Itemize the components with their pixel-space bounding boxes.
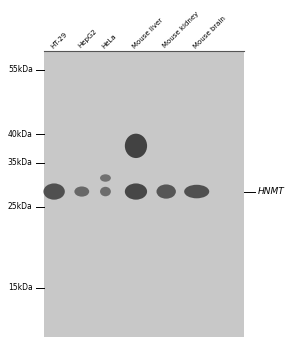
Text: HeLa: HeLa xyxy=(101,33,118,49)
Ellipse shape xyxy=(125,183,147,199)
Bar xyxy=(44,51,244,337)
Text: Mouse liver: Mouse liver xyxy=(132,17,164,49)
Ellipse shape xyxy=(100,187,111,196)
Text: HT-29: HT-29 xyxy=(50,31,68,49)
Ellipse shape xyxy=(156,184,176,199)
Text: HepG2: HepG2 xyxy=(78,28,99,49)
Ellipse shape xyxy=(74,187,89,197)
Text: 25kDa: 25kDa xyxy=(8,202,33,211)
Text: 55kDa: 55kDa xyxy=(8,65,33,74)
Ellipse shape xyxy=(43,183,65,199)
Ellipse shape xyxy=(184,185,209,198)
Ellipse shape xyxy=(100,174,111,182)
Text: Mouse kidney: Mouse kidney xyxy=(162,11,200,49)
Text: Mouse brain: Mouse brain xyxy=(192,15,227,49)
Text: 15kDa: 15kDa xyxy=(8,284,33,293)
Text: 40kDa: 40kDa xyxy=(8,130,33,139)
Text: HNMT: HNMT xyxy=(258,187,285,196)
Text: 35kDa: 35kDa xyxy=(8,158,33,167)
Ellipse shape xyxy=(125,134,147,158)
